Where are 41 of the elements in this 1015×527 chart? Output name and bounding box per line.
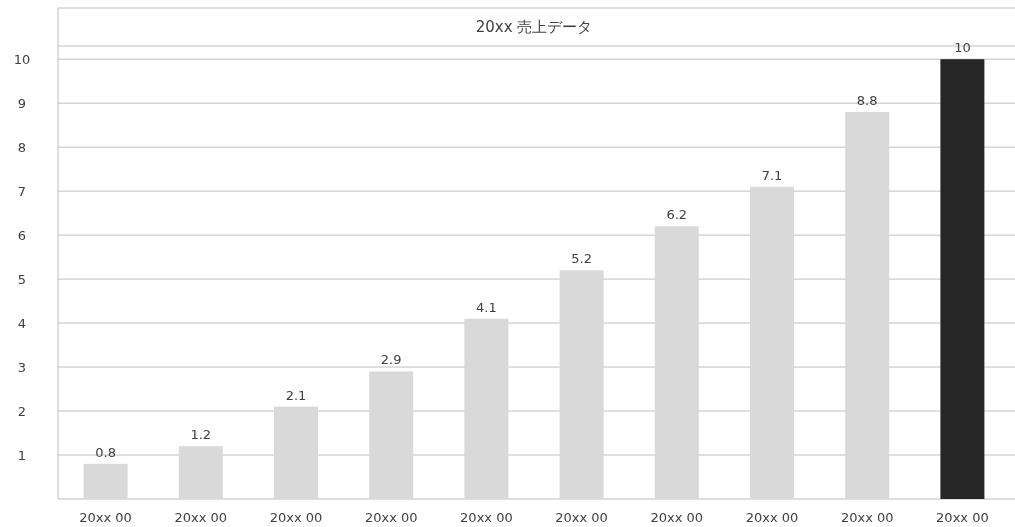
bar — [274, 406, 318, 499]
bar — [654, 226, 699, 499]
y-tick-label: 4 — [17, 316, 27, 332]
bar — [559, 270, 604, 499]
y-tick-label: 7 — [17, 184, 27, 200]
x-tick-label: 20xx 00 — [555, 510, 608, 525]
y-tick-label: 10 — [13, 52, 31, 68]
y-tick-label: 3 — [17, 360, 27, 376]
data-label: 2.1 — [285, 387, 307, 403]
bar — [940, 59, 985, 499]
x-tick-label: 20xx 00 — [840, 510, 894, 525]
x-tick-label: 20xx 00 — [174, 510, 228, 525]
y-tick-label: 9 — [17, 96, 27, 112]
data-label: 2.9 — [380, 352, 402, 368]
data-label: 6.2 — [666, 207, 688, 223]
y-tick-label: 5 — [17, 272, 27, 288]
y-tick-label: 8 — [17, 140, 27, 156]
y-tick-label: 1 — [17, 448, 27, 464]
x-tick-label: 20xx 00 — [364, 510, 418, 525]
bar — [845, 111, 890, 499]
x-tick-label: 20xx 00 — [936, 510, 989, 525]
data-label: 4.1 — [476, 299, 497, 315]
x-tick-label: 20xx 00 — [650, 510, 704, 525]
data-label: 7.1 — [761, 167, 783, 183]
bar — [83, 463, 128, 499]
x-tick-label: 20xx 00 — [79, 510, 132, 525]
bar — [178, 446, 223, 499]
data-label: 5.2 — [571, 251, 592, 267]
data-label: 1.2 — [190, 427, 212, 443]
data-label: 10 — [954, 40, 971, 56]
x-tick-label: 20xx 00 — [269, 510, 323, 525]
y-tick-label: 6 — [17, 228, 27, 244]
x-tick-label: 20xx 00 — [745, 510, 799, 525]
bar — [369, 371, 414, 499]
data-label: 8.8 — [856, 92, 878, 108]
bar — [750, 186, 794, 499]
chart-title: 20xx 売上データ — [475, 18, 593, 36]
y-tick-label: 2 — [17, 404, 27, 420]
bar — [464, 318, 509, 499]
data-label: 0.8 — [95, 444, 116, 460]
x-tick-label: 20xx 00 — [460, 510, 513, 525]
